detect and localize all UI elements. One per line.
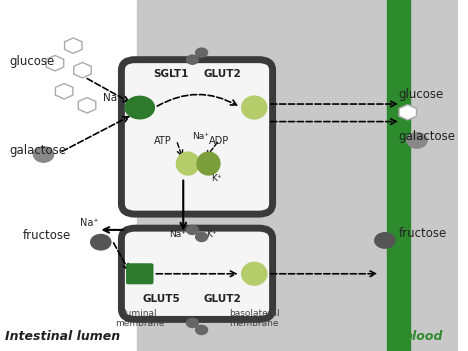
Text: K⁺: K⁺ <box>206 230 217 239</box>
Text: luminal
membrane: luminal membrane <box>115 309 164 329</box>
Text: ADP: ADP <box>209 135 229 146</box>
Text: Na⁺: Na⁺ <box>169 230 187 239</box>
Ellipse shape <box>176 152 199 175</box>
Ellipse shape <box>241 96 267 119</box>
Text: fructose: fructose <box>399 227 447 240</box>
Text: Na⁺: Na⁺ <box>103 93 123 102</box>
Text: ATP: ATP <box>154 135 171 146</box>
Circle shape <box>186 225 198 234</box>
Text: galactose: galactose <box>399 131 455 144</box>
Text: GLUT2: GLUT2 <box>203 294 241 304</box>
Circle shape <box>33 147 54 162</box>
FancyBboxPatch shape <box>121 228 272 319</box>
Text: SGLT1: SGLT1 <box>154 69 189 79</box>
FancyBboxPatch shape <box>126 263 154 284</box>
Text: basolateral
membrane: basolateral membrane <box>229 309 279 329</box>
Text: Intestinal lumen: Intestinal lumen <box>5 331 120 344</box>
Circle shape <box>196 325 207 335</box>
Bar <box>0 0 138 351</box>
Circle shape <box>375 233 395 248</box>
Circle shape <box>91 234 111 250</box>
Ellipse shape <box>197 152 220 175</box>
Text: GLUT5: GLUT5 <box>142 294 180 304</box>
Text: glucose: glucose <box>9 55 54 68</box>
Text: fructose: fructose <box>23 229 71 242</box>
Circle shape <box>186 55 198 64</box>
Bar <box>387 0 410 351</box>
Text: Na⁺: Na⁺ <box>192 132 209 141</box>
Circle shape <box>196 48 207 57</box>
Circle shape <box>125 96 154 119</box>
FancyBboxPatch shape <box>121 60 272 214</box>
Text: galactose: galactose <box>9 145 66 158</box>
Text: glucose: glucose <box>399 88 444 101</box>
Bar <box>138 0 458 351</box>
Text: K⁺: K⁺ <box>211 174 221 183</box>
Text: GLUT2: GLUT2 <box>203 69 241 79</box>
Circle shape <box>407 133 427 148</box>
Text: Na⁺: Na⁺ <box>80 218 98 229</box>
Circle shape <box>186 318 198 327</box>
Circle shape <box>196 232 207 241</box>
Ellipse shape <box>241 263 267 285</box>
Text: blood: blood <box>403 331 443 344</box>
